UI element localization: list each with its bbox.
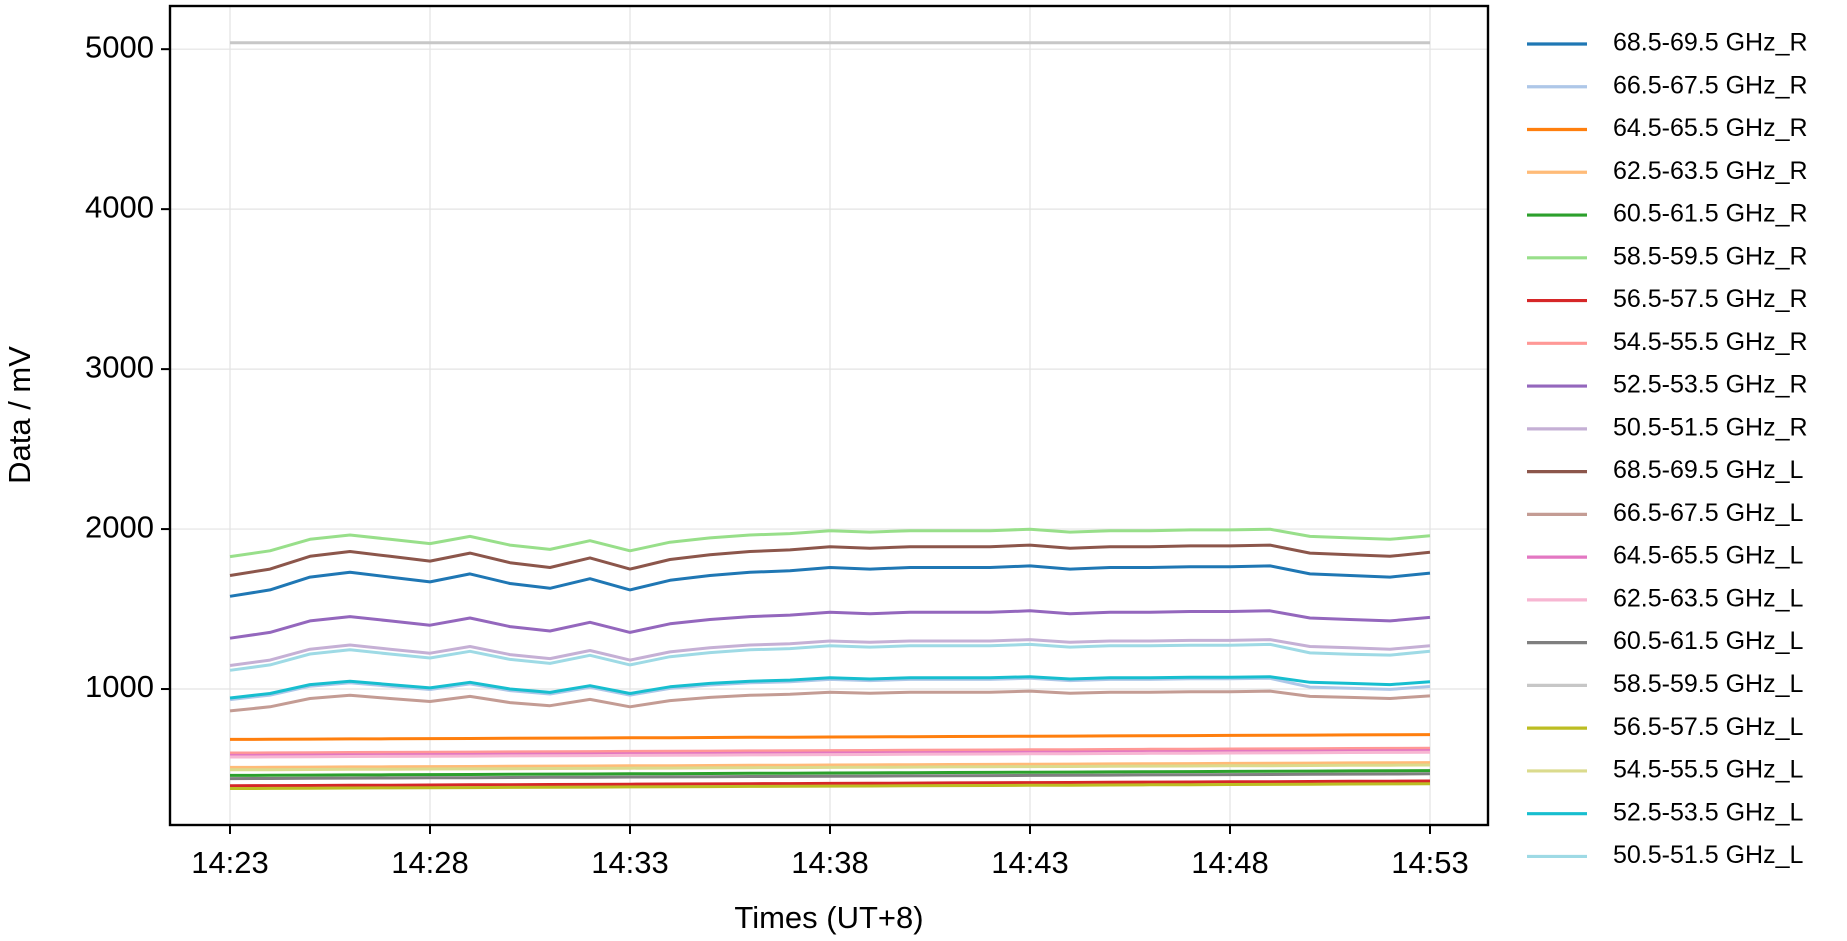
x-tick-label: 14:48 [1191,845,1269,880]
x-tick-label: 14:38 [791,845,869,880]
legend-label: 52.5-53.5 GHz_R [1613,371,1808,399]
series-line [229,749,1431,757]
series-line [229,675,1431,700]
y-tick-label: 1000 [85,669,154,704]
series-line [229,761,1431,769]
y-tick-label: 5000 [85,29,154,64]
y-tick-label: 3000 [85,349,154,384]
legend-label: 68.5-69.5 GHz_R [1613,29,1808,57]
legend-label: 52.5-53.5 GHz_L [1613,798,1803,826]
y-axis-label: Data / mV [2,346,37,484]
legend-label: 62.5-63.5 GHz_L [1613,584,1803,612]
legend-label: 56.5-57.5 GHz_L [1613,713,1803,741]
plot-frame [168,4,1490,827]
legend-label: 62.5-63.5 GHz_R [1613,157,1808,185]
legend-label: 50.5-51.5 GHz_L [1613,841,1803,869]
y-tick-label: 2000 [85,509,154,544]
legend-label: 66.5-67.5 GHz_L [1613,499,1803,527]
grid [170,6,1488,825]
series-line [229,782,1431,790]
series-line [229,779,1431,788]
legend-label: 60.5-61.5 GHz_L [1613,627,1803,655]
legend-label: 54.5-55.5 GHz_L [1613,756,1803,784]
series-line [229,642,1431,672]
series-line [229,564,1431,598]
x-tick-label: 14:23 [191,845,269,880]
legend-label: 60.5-61.5 GHz_R [1613,200,1808,228]
x-axis-label: Times (UT+8) [734,900,923,935]
legend-label: 68.5-69.5 GHz_L [1613,456,1803,484]
legend-label: 58.5-59.5 GHz_R [1613,242,1808,270]
legend-label: 50.5-51.5 GHz_R [1613,413,1808,441]
legend-label: 58.5-59.5 GHz_L [1613,670,1803,698]
series-line [229,772,1431,781]
series-line [229,638,1431,667]
x-tick-label: 14:33 [591,845,669,880]
series-line [229,769,1431,777]
series-line [229,763,1431,772]
legend-label: 64.5-65.5 GHz_R [1613,114,1808,142]
x-tick-label: 14:53 [1391,845,1469,880]
x-tick-label: 14:43 [991,845,1069,880]
plot-lines [229,41,1431,790]
series-line [229,676,1431,702]
series-line [229,543,1431,577]
series-line [229,527,1431,559]
series-line [229,746,1431,755]
legend-label: 54.5-55.5 GHz_R [1613,328,1808,356]
series-line [229,609,1431,640]
legend-label: 56.5-57.5 GHz_R [1613,285,1808,313]
legend-label: 66.5-67.5 GHz_R [1613,71,1808,99]
y-tick-label: 4000 [85,189,154,224]
series-line [229,750,1431,759]
legend-label: 64.5-65.5 GHz_L [1613,542,1803,570]
series-line [229,689,1431,713]
series-line [229,733,1431,741]
x-tick-label: 14:28 [391,845,469,880]
